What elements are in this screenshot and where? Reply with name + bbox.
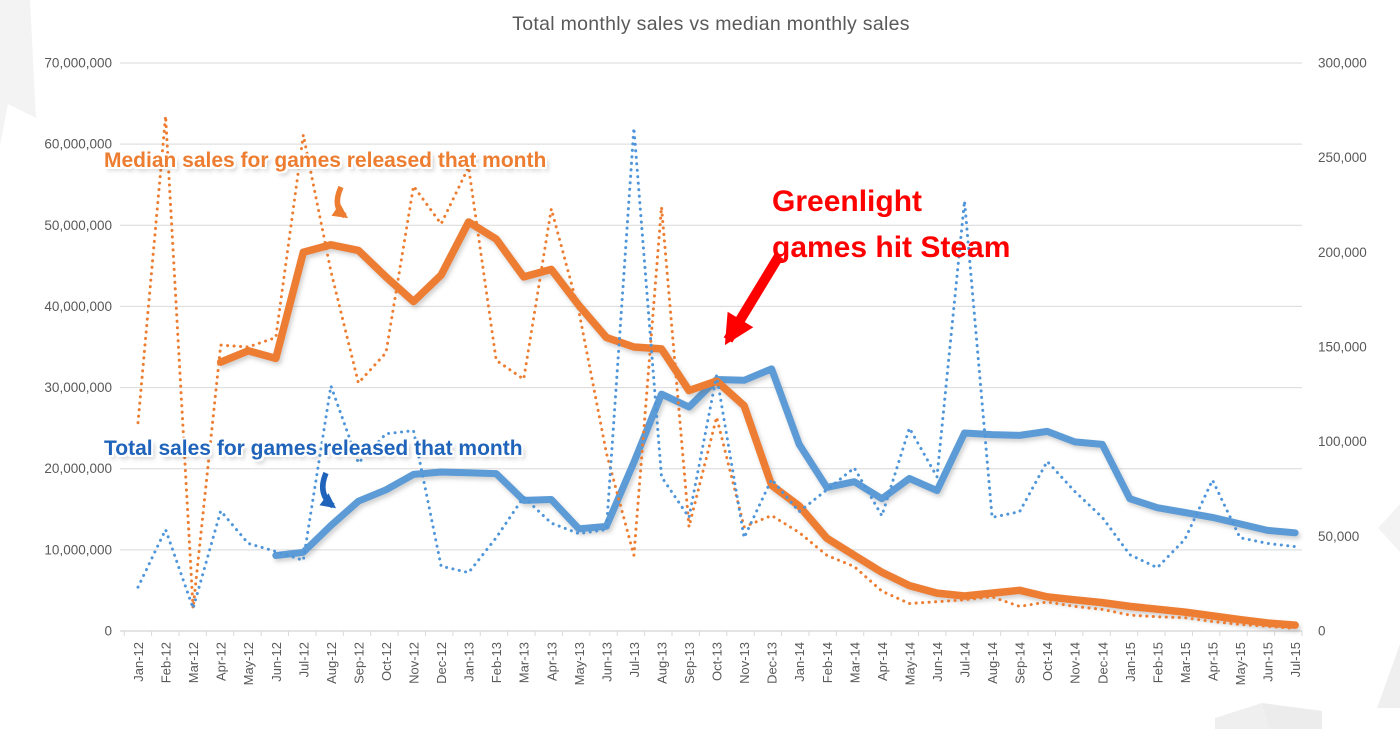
decoration-bottom-right-band bbox=[1215, 703, 1322, 729]
right-axis-tick-label: 150,000 bbox=[1318, 340, 1367, 355]
x-axis-label: Sep-14 bbox=[1013, 642, 1028, 684]
x-axis-label: Jul-13 bbox=[627, 642, 642, 677]
x-axis-label: Aug-12 bbox=[324, 642, 339, 684]
decoration-right-triangle bbox=[1378, 504, 1400, 552]
x-axis-label: Dec-14 bbox=[1095, 642, 1110, 684]
x-axis-label: Jun-15 bbox=[1261, 642, 1276, 682]
decoration-top-left bbox=[0, 0, 36, 145]
series-line-median-monthly bbox=[136, 114, 1297, 630]
x-axis-label: Oct-14 bbox=[1040, 642, 1055, 681]
x-axis-label: Jan-15 bbox=[1123, 642, 1138, 682]
x-axis-label: Jan-12 bbox=[131, 642, 146, 682]
median-callout-arrow-icon bbox=[331, 185, 349, 219]
decoration-bottom-right-triangle bbox=[1377, 644, 1400, 708]
total-callout-arrow-icon bbox=[319, 471, 336, 509]
x-axis-label: Apr-12 bbox=[214, 642, 229, 681]
left-axis-tick-label: 20,000,000 bbox=[44, 461, 112, 476]
x-axis-label: Feb-14 bbox=[820, 642, 835, 683]
x-axis-label: Apr-13 bbox=[544, 642, 559, 681]
left-axis-tick-label: 40,000,000 bbox=[44, 299, 112, 314]
right-axis-tick-label: 100,000 bbox=[1318, 434, 1367, 449]
chart-title: Total monthly sales vs median monthly sa… bbox=[512, 13, 910, 35]
left-axis-tick-label: 10,000,000 bbox=[44, 542, 112, 557]
x-axis-label: Mar-15 bbox=[1178, 642, 1193, 683]
x-axis-label: Aug-13 bbox=[654, 642, 669, 684]
greenlight-annotation-line1: Greenlight bbox=[772, 185, 923, 218]
right-axis-tick-label: 300,000 bbox=[1318, 56, 1367, 71]
greenlight-annotation-line2: games hit Steam bbox=[772, 231, 1011, 264]
x-axis-label: Jul-12 bbox=[296, 642, 311, 677]
x-axis-label: Aug-14 bbox=[985, 642, 1000, 684]
right-axis-tick-label: 0 bbox=[1318, 624, 1326, 639]
x-axis-label: May-13 bbox=[572, 642, 587, 685]
x-axis-label: Mar-14 bbox=[847, 642, 862, 683]
x-axis-label: May-12 bbox=[241, 642, 256, 685]
x-axis-label: Feb-12 bbox=[159, 642, 174, 683]
x-axis-label: Apr-14 bbox=[875, 642, 890, 681]
total-series-callout: Total sales for games released that mont… bbox=[104, 437, 523, 460]
x-axis-label: Apr-15 bbox=[1205, 642, 1220, 681]
left-axis-tick-label: 50,000,000 bbox=[44, 218, 112, 233]
left-axis-tick-label: 70,000,000 bbox=[44, 56, 112, 71]
x-axis-label: May-15 bbox=[1233, 642, 1248, 685]
x-axis-label: Nov-12 bbox=[407, 642, 422, 684]
x-axis-label: Dec-12 bbox=[434, 642, 449, 684]
x-axis-label: Feb-15 bbox=[1150, 642, 1165, 683]
x-axis-label: Mar-13 bbox=[517, 642, 532, 683]
series-line-median-smoothed bbox=[216, 218, 1299, 629]
greenlight-annotation: Greenlight games hit Steam bbox=[772, 179, 1010, 271]
left-axis-tick-label: 30,000,000 bbox=[44, 380, 112, 395]
series-line-total-smoothed bbox=[272, 365, 1299, 559]
x-axis-label: Nov-14 bbox=[1068, 642, 1083, 684]
right-axis-tick-label: 250,000 bbox=[1318, 150, 1367, 165]
x-axis-label: Mar-12 bbox=[186, 642, 201, 683]
x-axis-label: Jun-13 bbox=[599, 642, 614, 682]
right-axis-tick-label: 50,000 bbox=[1318, 529, 1359, 544]
x-axis-label: Jan-13 bbox=[462, 642, 477, 682]
x-axis-label: Dec-13 bbox=[765, 642, 780, 684]
x-axis-label: Jun-12 bbox=[269, 642, 284, 682]
x-axis-label: Nov-13 bbox=[737, 642, 752, 684]
right-axis-tick-label: 200,000 bbox=[1318, 245, 1367, 260]
x-axis-label: Oct-13 bbox=[710, 642, 725, 681]
x-axis-label: Jul-15 bbox=[1288, 642, 1303, 677]
x-axis-label: May-14 bbox=[902, 642, 917, 685]
x-axis-label: Jul-14 bbox=[958, 642, 973, 677]
x-axis-label: Sep-12 bbox=[351, 642, 366, 684]
x-axis-label: Sep-13 bbox=[682, 642, 697, 684]
x-axis-label: Jan-14 bbox=[792, 642, 807, 682]
series-line-total-monthly bbox=[136, 126, 1297, 610]
decoration-bottom-right-band-dark bbox=[1262, 703, 1322, 729]
x-axis-label: Oct-12 bbox=[379, 642, 394, 681]
x-axis-label: Feb-13 bbox=[489, 642, 504, 683]
left-axis-tick-label: 60,000,000 bbox=[44, 137, 112, 152]
left-axis-tick-label: 0 bbox=[104, 624, 112, 639]
x-axis-label: Jun-14 bbox=[930, 642, 945, 682]
median-series-callout: Median sales for games released that mon… bbox=[104, 149, 547, 172]
